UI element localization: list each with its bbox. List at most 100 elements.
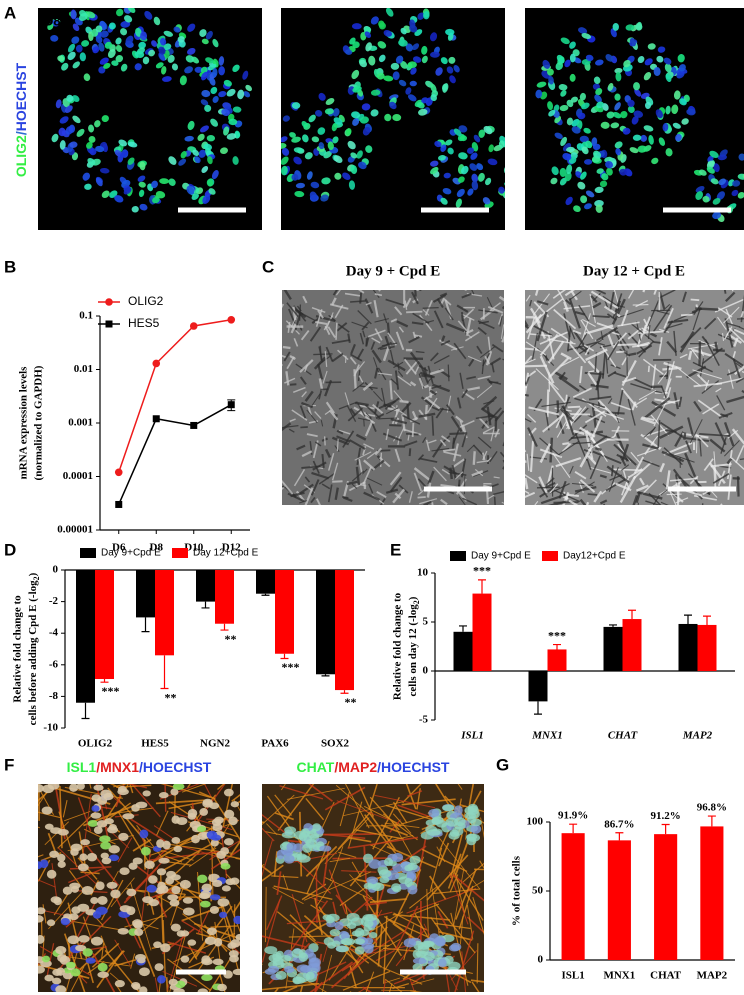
neurite [454,930,475,992]
cell-texture [633,456,645,474]
nucleus [583,127,591,134]
cell-texture [349,356,357,365]
cell-texture [621,443,630,461]
neurite [305,845,338,877]
cell-body [168,978,178,986]
cell-texture [365,302,372,306]
nucleus [306,171,313,180]
y-axis-label: cells on day 12 (-log2) [407,596,422,696]
cell-body [201,955,211,964]
nucleus [151,180,158,189]
nucleus [583,159,593,165]
cell-texture [422,436,427,444]
nucleus [594,94,602,103]
nucleus [601,173,609,181]
nucleus [405,43,414,52]
bar [196,570,215,602]
nucleus [392,71,400,81]
cell-texture [692,348,715,358]
nucleus [445,28,455,36]
neurite [449,834,463,879]
cell-body [325,915,335,924]
neurite [459,803,484,813]
cell-body [429,933,440,943]
nucleus [585,54,594,62]
error-bar [321,674,330,677]
neurite [472,897,484,936]
cell-texture [405,297,412,308]
nucleus [107,49,116,59]
cell-texture [573,481,595,496]
cell-body [103,792,114,801]
cell-texture [639,477,645,486]
cell-texture [310,393,321,407]
cell-texture [372,403,384,414]
cell-body [97,896,108,905]
cell-texture [611,298,626,325]
x-tick-label: SOX2 [321,738,350,750]
cell-texture [649,332,658,338]
cell-texture [453,342,467,360]
nucleus [361,103,371,111]
nucleus [158,52,166,62]
cell-texture [633,377,655,390]
cell-texture [449,467,453,480]
neurite [282,985,298,992]
cell-texture [336,438,339,452]
bar [547,649,567,671]
cell-texture [302,295,308,304]
cell-texture [731,428,744,446]
cell-texture [656,310,671,315]
cell-texture [283,290,292,301]
cell-texture [688,350,693,361]
cell-texture [579,498,587,505]
cell-body [172,784,185,790]
cell-texture [382,432,403,442]
cell-texture [389,476,403,493]
cell-texture [693,494,717,501]
cell-texture [363,443,375,450]
nucleus [202,194,211,204]
cell-texture [335,290,341,296]
cell-texture [525,491,536,498]
cell-texture [695,433,709,448]
cell-texture [435,407,444,419]
nucleus [51,19,60,27]
cell-texture [300,312,316,322]
nucleus [655,109,664,119]
cell-texture [673,330,677,356]
cell-texture [378,456,391,468]
cell-texture [501,305,504,310]
nucleus [314,109,323,117]
cell-texture [574,432,588,461]
cell-texture [384,335,391,350]
cell-texture [592,450,622,465]
panel-letter: B [4,257,16,276]
cell-body [346,913,360,922]
neurite [337,811,372,850]
nucleus [376,72,385,80]
cell-texture [422,306,439,309]
cell-texture [373,300,379,318]
nucleus [447,147,454,155]
neurite [123,866,159,904]
neurite [384,822,420,829]
cell-texture [727,322,741,328]
neurite [51,863,58,901]
error-bar [684,614,692,624]
neurite [324,786,366,811]
neurite [262,935,307,948]
cell-texture [389,471,402,486]
y-tick-label: 0.01 [74,363,93,375]
cell-texture [693,382,723,388]
error-bar [703,615,711,625]
nucleus [581,102,590,110]
cell-texture [355,466,361,486]
nucleus [152,196,160,204]
cell-texture [641,416,655,421]
cell-body [224,809,235,819]
cell-body [200,890,211,899]
cell-texture [417,478,428,489]
cell-texture [282,354,287,359]
nucleus [281,156,289,165]
